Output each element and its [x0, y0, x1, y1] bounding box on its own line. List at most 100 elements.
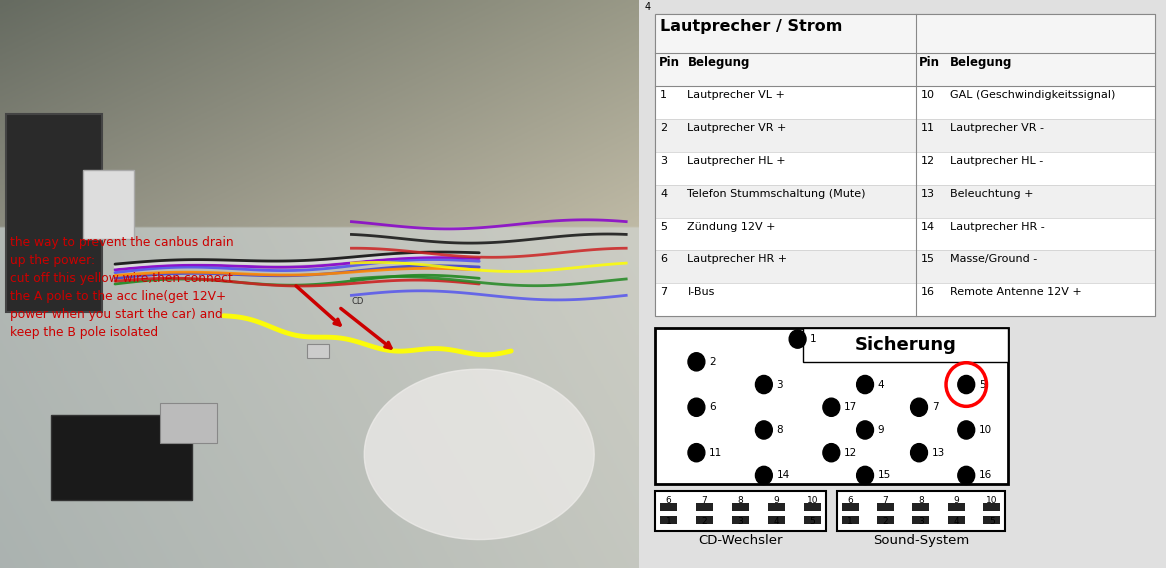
- Bar: [655, 328, 1007, 484]
- Text: the way to prevent the canbus drain
up the power:
cut off this yellow wire,then : the way to prevent the canbus drain up t…: [9, 236, 233, 339]
- Circle shape: [688, 398, 704, 416]
- Text: 6: 6: [709, 402, 716, 412]
- Bar: [768, 516, 785, 524]
- Text: 3: 3: [660, 156, 667, 166]
- Bar: [983, 503, 1000, 511]
- Text: 13: 13: [932, 448, 944, 458]
- Circle shape: [857, 375, 873, 394]
- Text: 9: 9: [878, 425, 884, 435]
- Text: Lautprecher HL +: Lautprecher HL +: [688, 156, 786, 166]
- Polygon shape: [364, 369, 595, 540]
- Bar: [660, 516, 677, 524]
- Text: 1: 1: [660, 90, 667, 100]
- Text: 4: 4: [773, 517, 779, 527]
- Text: Remote Antenne 12V +: Remote Antenne 12V +: [950, 287, 1082, 298]
- Text: 5: 5: [660, 222, 667, 232]
- Text: 14: 14: [777, 470, 789, 481]
- Bar: [51, 415, 191, 500]
- Text: 3: 3: [738, 517, 743, 527]
- Bar: [655, 152, 1156, 185]
- Text: 7: 7: [702, 496, 708, 506]
- Text: 12: 12: [921, 156, 935, 166]
- Text: CD-Wechsler: CD-Wechsler: [698, 534, 782, 547]
- Text: 1: 1: [666, 517, 672, 527]
- Bar: [655, 185, 1156, 218]
- Bar: [768, 503, 785, 511]
- Text: 15: 15: [878, 470, 891, 481]
- Text: CD: CD: [351, 297, 364, 306]
- Text: 10: 10: [921, 90, 935, 100]
- Text: Sicherung: Sicherung: [855, 336, 956, 354]
- Text: 1: 1: [848, 517, 854, 527]
- Bar: [660, 503, 677, 511]
- Text: 7: 7: [660, 287, 667, 298]
- Text: 16: 16: [979, 470, 992, 481]
- Text: 6: 6: [660, 254, 667, 265]
- Text: 6: 6: [666, 496, 672, 506]
- Text: Beleuchtung +: Beleuchtung +: [950, 189, 1033, 199]
- Circle shape: [957, 375, 975, 394]
- Circle shape: [857, 421, 873, 439]
- Text: 12: 12: [844, 448, 857, 458]
- Bar: [655, 14, 1156, 316]
- Circle shape: [756, 375, 772, 394]
- Bar: [913, 503, 929, 511]
- Circle shape: [789, 330, 806, 348]
- Text: 4: 4: [954, 517, 960, 527]
- Circle shape: [756, 421, 772, 439]
- Bar: [837, 491, 1005, 531]
- Text: 5: 5: [989, 517, 995, 527]
- Text: 3: 3: [777, 379, 784, 390]
- Text: Lautprecher VL +: Lautprecher VL +: [688, 90, 786, 100]
- Text: Pin: Pin: [919, 56, 940, 69]
- Text: I-Bus: I-Bus: [688, 287, 715, 298]
- Text: 8: 8: [918, 496, 923, 506]
- Text: 6: 6: [848, 496, 854, 506]
- Text: 8: 8: [777, 425, 784, 435]
- Bar: [732, 516, 749, 524]
- Text: Lautprecher VR +: Lautprecher VR +: [688, 123, 787, 133]
- Bar: [6, 114, 103, 312]
- Text: 5: 5: [979, 379, 985, 390]
- Circle shape: [823, 398, 840, 416]
- Text: 9: 9: [954, 496, 960, 506]
- Bar: [160, 403, 217, 443]
- Text: 10: 10: [979, 425, 992, 435]
- Text: 9: 9: [773, 496, 779, 506]
- Bar: [655, 218, 1156, 250]
- Text: 14: 14: [921, 222, 935, 232]
- Bar: [948, 503, 964, 511]
- Text: Telefon Stummschaltung (Mute): Telefon Stummschaltung (Mute): [688, 189, 866, 199]
- Bar: [696, 516, 714, 524]
- Text: Masse/Ground -: Masse/Ground -: [950, 254, 1038, 265]
- Text: 8: 8: [738, 496, 743, 506]
- Circle shape: [957, 421, 975, 439]
- Bar: [732, 503, 749, 511]
- Text: 13: 13: [921, 189, 935, 199]
- Text: 10: 10: [807, 496, 819, 506]
- Text: Zündung 12V +: Zündung 12V +: [688, 222, 775, 232]
- Text: 2: 2: [660, 123, 667, 133]
- Circle shape: [911, 398, 927, 416]
- Bar: [307, 344, 329, 358]
- Text: Lautprecher VR -: Lautprecher VR -: [950, 123, 1044, 133]
- Text: 11: 11: [921, 123, 935, 133]
- Text: 10: 10: [986, 496, 998, 506]
- Text: 5: 5: [809, 517, 815, 527]
- Bar: [983, 516, 1000, 524]
- Text: 7: 7: [932, 402, 939, 412]
- Bar: [948, 516, 964, 524]
- Text: Lautprecher HL -: Lautprecher HL -: [950, 156, 1044, 166]
- Text: Belegung: Belegung: [950, 56, 1012, 69]
- Text: 4: 4: [660, 189, 667, 199]
- Text: 1: 1: [810, 334, 817, 344]
- Bar: [655, 283, 1156, 316]
- Circle shape: [911, 444, 927, 462]
- Text: 17: 17: [844, 402, 857, 412]
- Bar: [803, 516, 821, 524]
- Bar: [877, 503, 894, 511]
- Circle shape: [688, 444, 704, 462]
- Bar: [803, 503, 821, 511]
- Text: 4: 4: [878, 379, 884, 390]
- Bar: [913, 516, 929, 524]
